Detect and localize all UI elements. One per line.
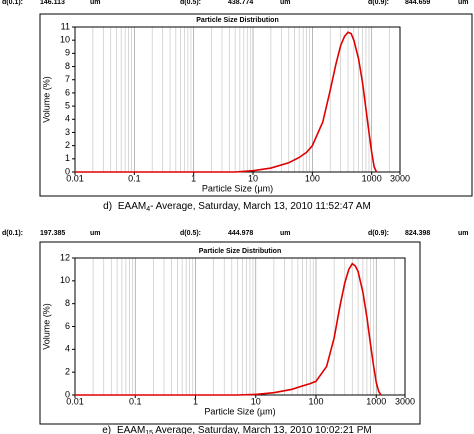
stat-unit: um <box>90 0 101 6</box>
y-tick-label: 1 <box>65 153 70 163</box>
caption: d) EAAM4- Average, Saturday, March 13, 2… <box>103 201 371 213</box>
y-tick-label: 6 <box>65 321 70 331</box>
y-tick-label: 9 <box>65 48 70 58</box>
stat-label: d(0.5): <box>180 0 201 6</box>
stat-value: 146.113 <box>40 0 65 6</box>
caption-text: - Average, Saturday, March 13, 2010 11:5… <box>150 201 371 212</box>
y-tick-label: 8 <box>65 298 70 308</box>
chart-title: Particle Size Distribution <box>196 17 278 24</box>
stat-label: d(0.9): <box>368 0 389 6</box>
x-axis-label: Particle Size (µm) <box>204 406 275 416</box>
caption-label: d) <box>103 201 112 212</box>
y-tick-label: 0 <box>65 166 70 176</box>
chart-frame <box>39 13 473 197</box>
x-tick-label: 0.1 <box>129 396 142 406</box>
chart-title: Particle Size Distribution <box>199 248 281 255</box>
y-tick-label: 6 <box>65 87 70 97</box>
stat-label: d(0.9): <box>368 230 389 237</box>
y-tick-label: 0 <box>65 389 70 399</box>
x-tick-label: 10 <box>248 173 258 183</box>
stat-unit: um <box>280 0 291 6</box>
y-tick-label: 7 <box>65 74 70 84</box>
x-tick-label: 1 <box>193 396 198 406</box>
x-tick-label: 1 <box>191 173 196 183</box>
data-line <box>75 262 382 396</box>
chart-frame <box>39 241 421 425</box>
x-tick-label: 1000 <box>362 173 382 183</box>
stat-label: d(0.1): <box>2 0 23 6</box>
x-tick-label: 0.01 <box>66 396 84 406</box>
x-tick-label: 0.1 <box>128 173 141 183</box>
stat-value: 844.659 <box>405 0 430 6</box>
y-tick-label: 10 <box>60 275 70 285</box>
y-tick-label: 5 <box>65 100 70 110</box>
caption-subscript: 15 <box>145 430 153 434</box>
caption-label: e) <box>102 425 111 434</box>
stat-label: d(0.1): <box>2 230 23 237</box>
stat-unit: um <box>90 230 101 237</box>
stat-unit: um <box>458 230 469 237</box>
caption-name: EAAM <box>118 201 146 212</box>
caption-subscript: 4 <box>146 206 150 213</box>
y-tick-label: 8 <box>65 61 70 71</box>
x-tick-label: 0.01 <box>66 173 84 183</box>
caption: e) EAAM15 Average, Saturday, March 13, 2… <box>102 425 372 434</box>
y-tick-label: 2 <box>65 367 70 377</box>
caption-text: Average, Saturday, March 13, 2010 10:02:… <box>153 425 372 434</box>
stat-unit: um <box>280 230 291 237</box>
stat-value: 824.398 <box>405 230 430 237</box>
y-tick-label: 12 <box>60 252 70 262</box>
stat-value: 197.385 <box>40 230 65 237</box>
x-tick-label: 100 <box>305 173 320 183</box>
stat-unit: um <box>458 0 469 6</box>
y-tick-label: 4 <box>65 344 70 354</box>
y-tick-label: 4 <box>65 114 70 124</box>
caption-name: EAAM <box>117 425 145 434</box>
x-tick-label: 3000 <box>390 173 410 183</box>
stat-value: 438.774 <box>228 0 253 6</box>
stat-value: 444.978 <box>228 230 253 237</box>
y-tick-label: 3 <box>65 127 70 137</box>
stat-label: d(0.5): <box>180 230 201 237</box>
y-axis-label: Volume (%) <box>41 76 51 123</box>
y-axis-label: Volume (%) <box>41 303 51 350</box>
y-tick-label: 11 <box>61 21 70 31</box>
x-tick-label: 100 <box>308 396 323 406</box>
y-tick-label: 10 <box>60 35 70 45</box>
x-tick-label: 3000 <box>395 396 415 406</box>
y-tick-label: 2 <box>65 140 70 150</box>
data-line <box>75 31 378 173</box>
x-axis-label: Particle Size (µm) <box>202 183 273 193</box>
x-tick-label: 1000 <box>366 396 386 406</box>
x-tick-label: 10 <box>251 396 261 406</box>
